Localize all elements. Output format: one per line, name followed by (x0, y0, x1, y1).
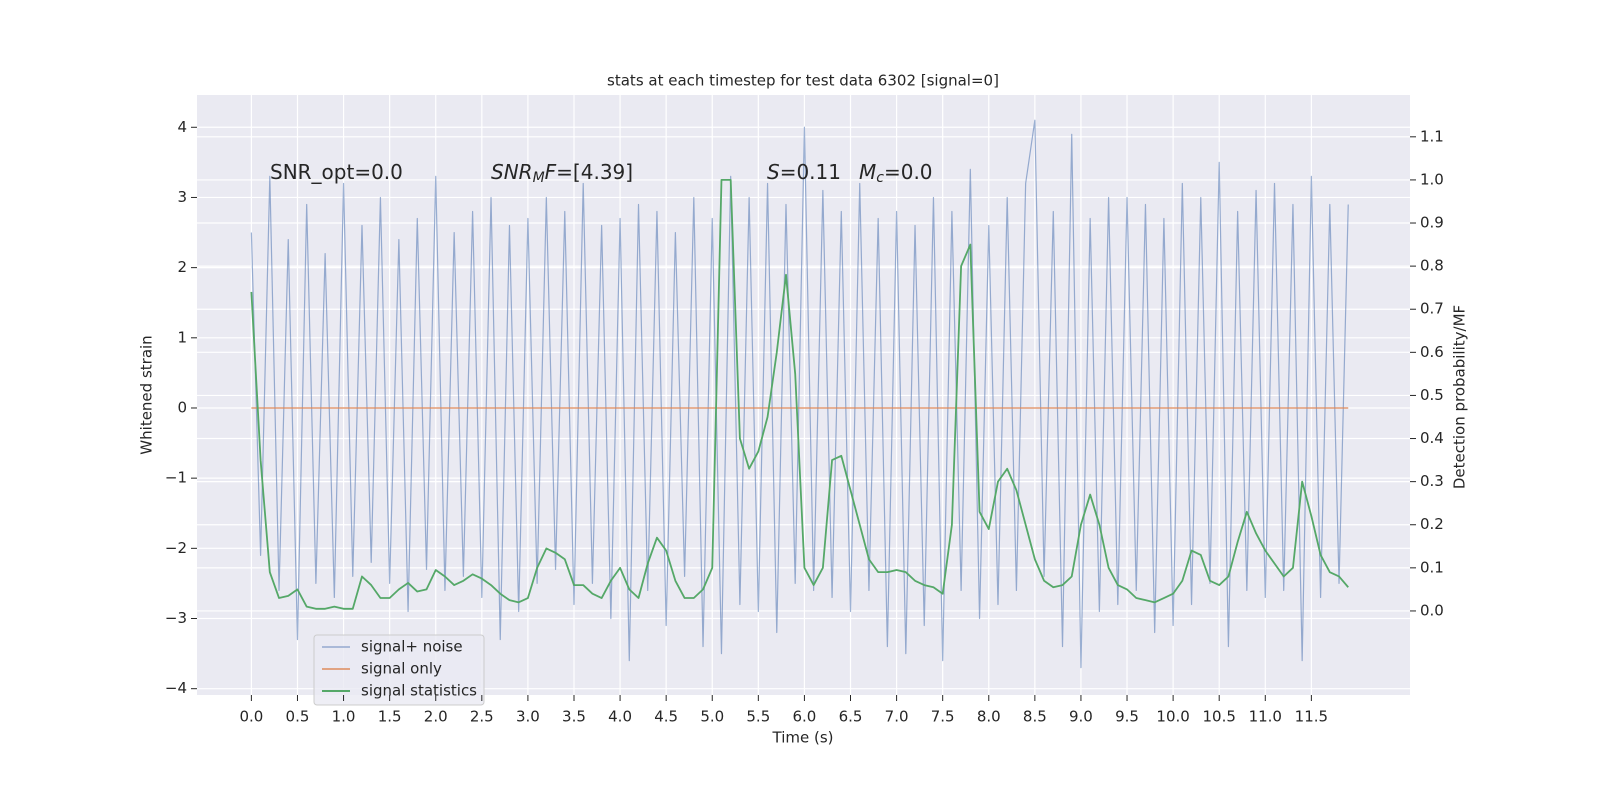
annotation: S=0.11 (767, 160, 841, 184)
x-tick-label: 1.0 (332, 708, 356, 726)
legend: signal+ noise signal only signal statistic… (313, 634, 485, 706)
y2-tick-label: 0.3 (1420, 472, 1444, 490)
x-tick-label: 11.0 (1249, 708, 1282, 726)
annotation-part: =[4.39] (556, 160, 633, 184)
y-tick-label: 0 (177, 398, 187, 416)
x-axis-label: Time (s) (772, 729, 834, 747)
y2-tick-label: 0.7 (1420, 300, 1444, 318)
y2-axis-label: Detection probability/MF (1451, 305, 1469, 489)
annotation: SNRMF=[4.39] (491, 160, 633, 187)
annotation-part: F (545, 160, 557, 184)
annotation: Mc=0.0 (859, 160, 933, 187)
x-tick-label: 0.5 (286, 708, 310, 726)
series-line (250, 119, 1349, 669)
legend-label: signal+ noise (361, 638, 463, 656)
y-tick-label: −2 (165, 539, 187, 557)
x-tick-label: 2.5 (470, 708, 494, 726)
x-tick-label: 0.0 (239, 708, 263, 726)
y2-tick-label: 0.8 (1420, 257, 1444, 275)
y2-tick-label: 0.6 (1420, 343, 1444, 361)
y2-tick-label: 0.0 (1420, 601, 1444, 619)
series-line (250, 179, 1349, 610)
x-tick-label: 6.0 (792, 708, 816, 726)
x-tick-label: 5.0 (700, 708, 724, 726)
y-tick-label: −4 (165, 679, 187, 697)
annotation: SNR_opt=0.0 (270, 160, 403, 184)
lines (250, 119, 1349, 669)
y2-tick-label: 0.1 (1420, 558, 1444, 576)
x-tick-label: 3.5 (562, 708, 586, 726)
x-tick-label: 10.5 (1202, 708, 1235, 726)
y2-tick-label: 0.2 (1420, 515, 1444, 533)
x-tick-label: 10.0 (1156, 708, 1189, 726)
annotation-part: c (876, 170, 884, 186)
y-tick-label: −3 (165, 609, 187, 627)
x-tick-label: 8.0 (977, 708, 1001, 726)
annotation-part: S (767, 160, 780, 184)
legend-box (313, 634, 485, 706)
x-tick-label: 7.0 (885, 708, 909, 726)
y-tick-label: 1 (177, 328, 187, 346)
annotation-part: SNR (491, 160, 533, 184)
y2-tick-label: 1.0 (1420, 170, 1444, 188)
legend-label: signal statistics (361, 682, 477, 700)
x-tick-label: 7.5 (931, 708, 955, 726)
x-tick-label: 4.5 (654, 708, 678, 726)
y-tick-label: 4 (177, 118, 187, 136)
x-tick-label: 11.5 (1295, 708, 1328, 726)
annotation-part: M (859, 160, 876, 184)
x-tick-label: 4.0 (608, 708, 632, 726)
y-tick-label: −1 (165, 469, 187, 487)
y-tick-label: 2 (177, 258, 187, 276)
y-axis-label: Whitened strain (138, 335, 156, 454)
annotation-part: SNR_opt=0.0 (270, 160, 403, 184)
x-tick-label: 2.0 (424, 708, 448, 726)
annotation-part: =0.0 (884, 160, 933, 184)
x-tick-label: 5.5 (746, 708, 770, 726)
annotation-part: M (533, 170, 545, 186)
chart-title: stats at each timestep for test data 630… (607, 72, 999, 90)
annotation-part: =0.11 (780, 160, 841, 184)
x-tick-label: 8.5 (1023, 708, 1047, 726)
y2-tick-label: 0.9 (1420, 214, 1444, 232)
y2-tick-label: 0.4 (1420, 429, 1444, 447)
y2-tick-label: 0.5 (1420, 386, 1444, 404)
x-tick-label: 6.5 (839, 708, 863, 726)
legend-label: signal only (361, 660, 442, 678)
x-tick-label: 3.0 (516, 708, 540, 726)
y2-tick-label: 1.1 (1420, 127, 1444, 145)
x-tick-label: 1.5 (378, 708, 402, 726)
y-tick-label: 3 (177, 188, 187, 206)
x-tick-label: 9.5 (1115, 708, 1139, 726)
x-tick-label: 9.0 (1069, 708, 1093, 726)
